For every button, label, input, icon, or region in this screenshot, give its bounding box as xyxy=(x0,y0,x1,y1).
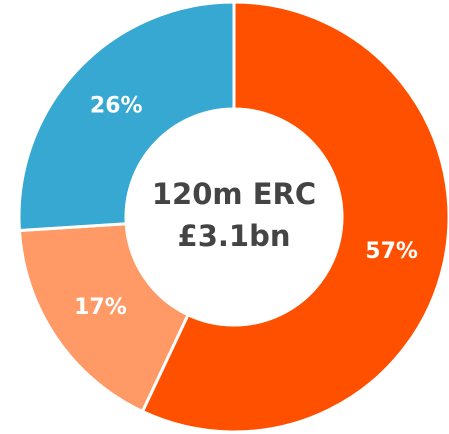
donut-segment xyxy=(17,222,191,414)
data-label: 17% xyxy=(74,295,127,320)
data-label: 57% xyxy=(365,239,418,264)
center-text: 120m ERC xyxy=(152,177,316,211)
donut-segment xyxy=(17,0,236,233)
center-text: £3.1bn xyxy=(178,219,291,253)
donut-segment xyxy=(140,0,449,434)
data-label: 26% xyxy=(90,93,143,118)
